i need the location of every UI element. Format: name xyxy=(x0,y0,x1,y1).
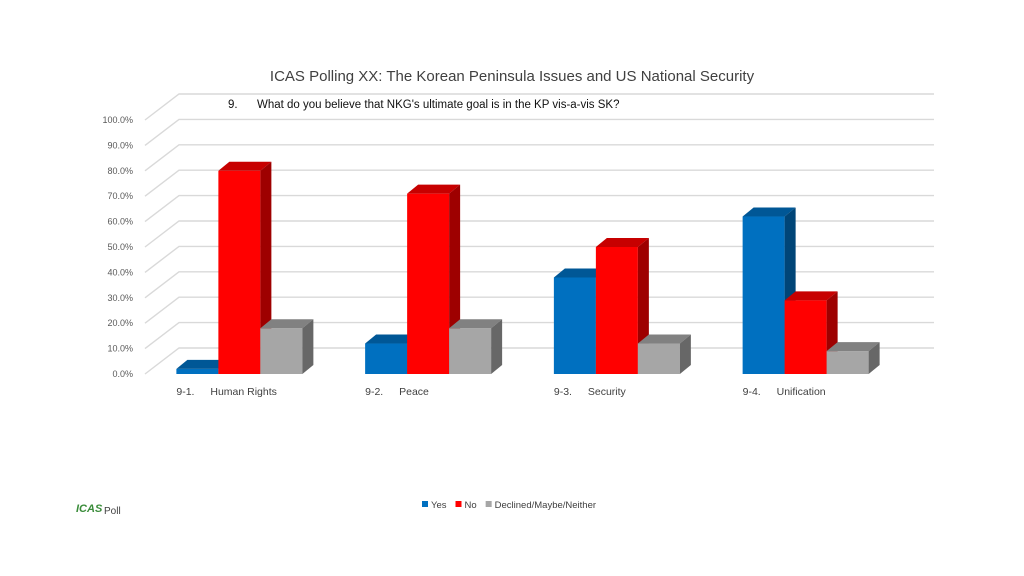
gridline xyxy=(144,245,934,273)
gridline xyxy=(144,144,934,172)
legend-swatch xyxy=(455,501,462,507)
bar-front xyxy=(553,277,596,374)
legend-swatch xyxy=(485,501,492,507)
gridline xyxy=(144,321,934,350)
bar-top xyxy=(365,334,419,344)
bar xyxy=(637,334,691,374)
x-category-label: Peace xyxy=(399,386,429,398)
gridline xyxy=(144,194,934,223)
legend-label: No xyxy=(465,500,477,511)
y-tick-label: 10.0% xyxy=(107,344,133,354)
gridline xyxy=(144,169,934,197)
bar-side xyxy=(491,319,503,374)
x-category-number: 9-3. xyxy=(554,386,572,398)
chart-subtitle-number: 9. xyxy=(228,99,238,111)
bar xyxy=(218,161,272,374)
y-tick-label: 30.0% xyxy=(107,293,133,303)
y-tick-label: 20.0% xyxy=(107,318,133,328)
bar-top xyxy=(637,334,691,344)
bar-side xyxy=(868,342,880,374)
x-category-label: Human Rights xyxy=(210,386,277,398)
gridline xyxy=(144,220,934,248)
bar-front xyxy=(260,328,303,374)
bar-top xyxy=(553,268,607,278)
bar-top xyxy=(595,238,649,247)
bar-top xyxy=(218,161,272,171)
x-category-label: Security xyxy=(588,386,627,398)
bar-top xyxy=(407,184,461,194)
legend-label: Yes xyxy=(431,500,447,511)
y-axis: 0.0% 10.0% 20.0% 30.0% 40.0% 50.0% 60.0% 70.0% 8… xyxy=(102,115,133,379)
bar-side xyxy=(260,161,272,374)
brand-logo-text: ICAS xyxy=(76,503,103,515)
chart-legend: Yes No Declined/Maybe/Neither xyxy=(422,500,596,511)
y-tick-label: 50.0% xyxy=(107,242,133,252)
bar xyxy=(407,184,461,374)
legend-label: Declined/Maybe/Neither xyxy=(495,500,596,511)
bar-front xyxy=(365,343,408,374)
gridline xyxy=(144,93,934,121)
y-tick-label: 70.0% xyxy=(107,191,133,201)
x-category-label: Unification xyxy=(777,386,826,398)
x-category-number: 9-2. xyxy=(365,386,383,398)
chart-title: ICAS Polling XX: The Korean Peninsula Is… xyxy=(270,68,755,85)
bar-top xyxy=(176,359,230,369)
chart-bars xyxy=(176,161,880,374)
bar-front xyxy=(176,368,219,374)
bar-side xyxy=(302,319,314,374)
bar-front xyxy=(826,351,869,374)
chart-subtitle-text: What do you believe that NKG's ultimate … xyxy=(257,99,620,111)
y-tick-label: 80.0% xyxy=(107,166,133,176)
bar-top xyxy=(784,291,838,301)
brand-logo: ICAS Poll xyxy=(76,503,121,517)
bar-top xyxy=(449,319,503,329)
bar-front xyxy=(637,343,680,374)
bar xyxy=(826,342,880,374)
x-category-number: 9-1. xyxy=(176,386,194,398)
bar-front xyxy=(784,300,827,374)
chart-gridlines xyxy=(144,93,934,375)
bar-top xyxy=(260,319,314,329)
gridline xyxy=(144,271,934,299)
bar-top xyxy=(742,207,796,217)
y-tick-label: 90.0% xyxy=(107,140,133,150)
y-tick-label: 40.0% xyxy=(107,267,133,277)
bar-front xyxy=(218,170,261,374)
bar-front xyxy=(449,328,492,374)
bar-top xyxy=(826,342,880,352)
bar-front xyxy=(407,193,450,374)
y-tick-label: 100.0% xyxy=(102,115,133,125)
x-category-number: 9-4. xyxy=(743,386,761,398)
x-axis: 9-1. Human Rights 9-2. Peace 9-3. Security 9-4… xyxy=(176,386,825,398)
bar-front xyxy=(742,216,785,374)
bar-front xyxy=(595,247,638,374)
bar-side xyxy=(679,334,691,374)
bar xyxy=(595,238,649,374)
brand-poll-text: Poll xyxy=(104,506,121,517)
gridline xyxy=(144,296,934,324)
legend-swatch xyxy=(422,501,428,507)
bar xyxy=(449,319,503,374)
y-tick-label: 0.0% xyxy=(112,369,133,379)
y-tick-label: 60.0% xyxy=(107,217,133,227)
bar xyxy=(260,319,314,374)
gridline xyxy=(144,118,934,146)
